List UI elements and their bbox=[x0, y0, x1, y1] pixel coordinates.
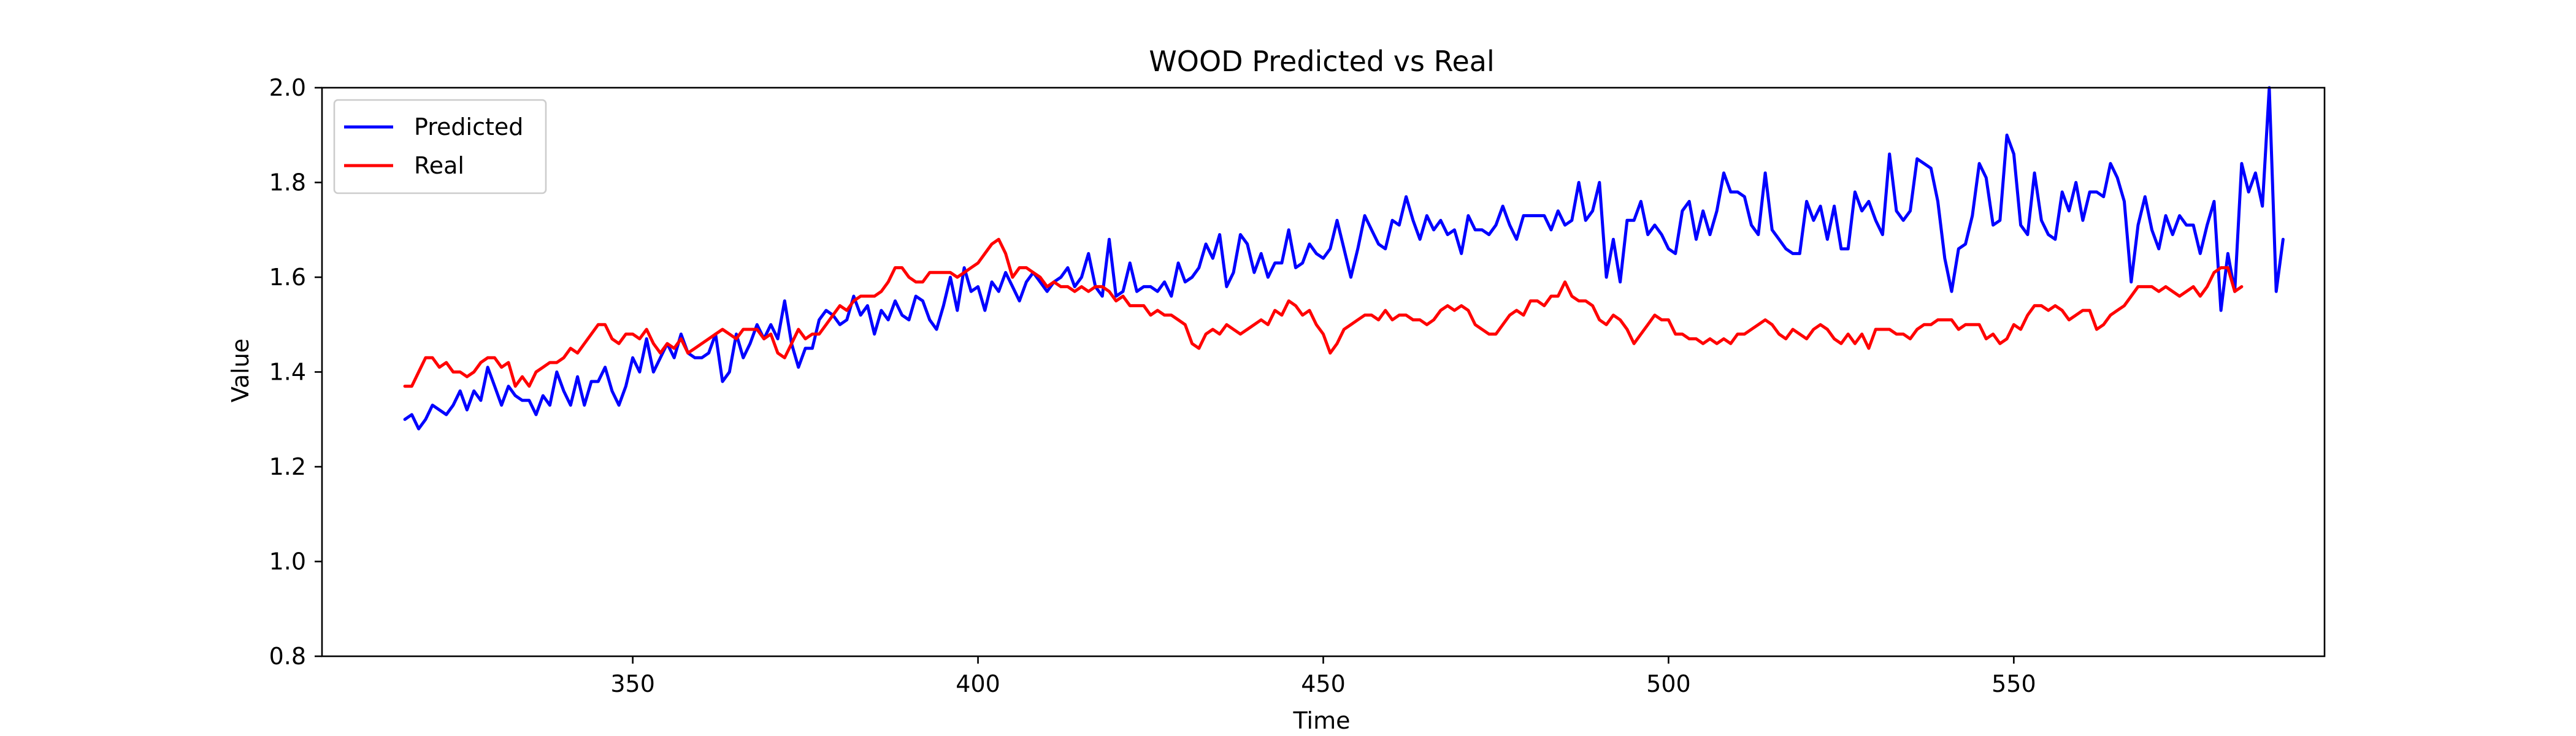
legend-label-predicted: Predicted bbox=[414, 113, 523, 140]
legend: Predicted Real bbox=[333, 99, 547, 194]
x-tick-label: 350 bbox=[610, 670, 655, 697]
x-tick-label: 400 bbox=[956, 670, 1000, 697]
series-line-real bbox=[403, 237, 2244, 388]
x-tick-label: 550 bbox=[1991, 670, 2036, 697]
series-layer bbox=[403, 86, 2285, 431]
legend-label-real: Real bbox=[414, 152, 464, 179]
y-tick-label: 1.0 bbox=[269, 548, 306, 575]
series-line-predicted bbox=[403, 86, 2285, 431]
y-axis-label: Value bbox=[227, 339, 254, 402]
x-axis: 350 400 450 500 550 bbox=[610, 656, 2036, 697]
chart-title: WOOD Predicted vs Real bbox=[1149, 45, 1494, 78]
x-axis-label: Time bbox=[1293, 707, 1351, 734]
y-tick-label: 1.4 bbox=[269, 359, 306, 386]
y-tick-label: 1.6 bbox=[269, 264, 306, 291]
plot-background bbox=[322, 88, 2325, 656]
x-tick-label: 450 bbox=[1301, 670, 1346, 697]
x-tick-label: 500 bbox=[1646, 670, 1691, 697]
y-tick-label: 1.2 bbox=[269, 453, 306, 480]
plot-area bbox=[321, 86, 2326, 657]
y-tick-label: 1.8 bbox=[269, 169, 306, 196]
y-tick-label: 2.0 bbox=[269, 74, 306, 101]
legend-box bbox=[333, 99, 547, 194]
y-tick-label: 0.8 bbox=[269, 643, 306, 670]
y-axis: 0.8 1.0 1.2 1.4 1.6 1.8 2.0 bbox=[269, 74, 322, 670]
